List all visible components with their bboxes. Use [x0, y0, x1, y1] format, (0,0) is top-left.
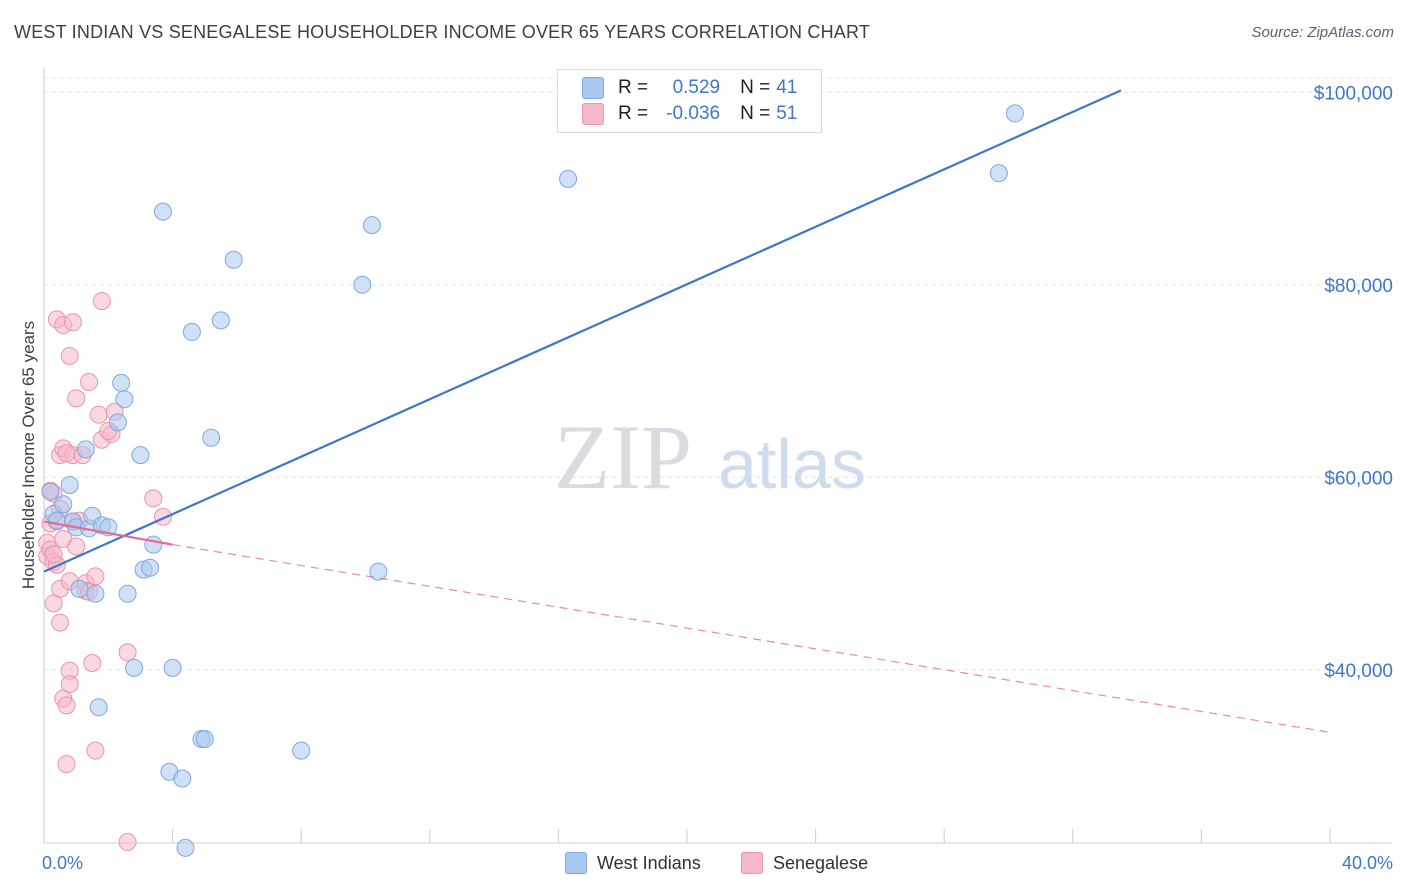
- senegalese-point: [67, 389, 86, 408]
- west-indians-point: [41, 482, 60, 501]
- west-indians-point: [559, 169, 578, 188]
- legend-swatch-senegalese: [582, 103, 604, 125]
- senegalese-point: [63, 313, 82, 332]
- legend-row-west-indians: R = 0.529 N = 41: [582, 76, 797, 100]
- west-indians-point: [108, 413, 127, 432]
- legend-n-value: 51: [776, 103, 798, 124]
- senegalese-point: [51, 613, 70, 632]
- series-label-west-indians: West Indians: [597, 852, 701, 873]
- legend-n-value: 41: [776, 77, 798, 98]
- legend-r-label: R =: [618, 103, 649, 124]
- senegalese-point: [89, 405, 108, 424]
- west-indians-point: [118, 584, 137, 603]
- series-swatch-senegalese: [741, 852, 763, 874]
- west-indians-point: [76, 440, 95, 459]
- senegalese-point: [57, 696, 76, 715]
- x-tick-label: 40.0%: [1342, 853, 1393, 873]
- watermark: ZIP atlas: [554, 406, 866, 508]
- senegalese-point: [67, 537, 86, 556]
- west-indians-point: [144, 535, 163, 554]
- source-label: Source: ZipAtlas.com: [1251, 24, 1394, 41]
- legend-r-value: -0.036: [666, 103, 721, 124]
- senegalese-point: [60, 675, 79, 694]
- y-axis-label: Householder Income Over 65 years: [19, 321, 38, 589]
- west-indians-point: [60, 475, 79, 494]
- watermark-atlas: atlas: [718, 425, 866, 503]
- west-indians-point: [115, 390, 134, 409]
- west-indians-point: [292, 741, 311, 760]
- chart-title: WEST INDIAN VS SENEGALESE HOUSEHOLDER IN…: [14, 22, 871, 42]
- grid-lines: [44, 77, 1392, 671]
- west-indians-point: [163, 658, 182, 677]
- legend-r-value: 0.529: [672, 77, 721, 98]
- west-indians-point: [176, 838, 195, 857]
- west-indians-point: [353, 275, 372, 294]
- senegalese-point: [86, 567, 105, 586]
- data-points: [38, 104, 1024, 857]
- legend-row-senegalese: R = -0.036 N = 51: [582, 102, 797, 126]
- west-indians-point: [70, 579, 89, 598]
- west-indians-point: [989, 164, 1008, 183]
- west-indians-point: [131, 446, 150, 465]
- west-indians-point: [153, 202, 172, 221]
- senegalese-point: [57, 444, 76, 463]
- west-indians-point: [211, 311, 230, 330]
- senegalese-point: [83, 654, 102, 673]
- senegalese-point: [92, 292, 111, 311]
- series-swatch-west-indians: [565, 852, 587, 874]
- senegalese-trend-line: [43, 520, 173, 546]
- y-tick-label: $60,000: [1324, 468, 1393, 489]
- west-indians-trend-line: [43, 89, 1122, 573]
- senegalese-point: [118, 643, 137, 662]
- west-indians-point: [369, 562, 388, 581]
- legend-r-label: R =: [618, 77, 649, 98]
- west-indians-point: [195, 730, 214, 749]
- west-indians-point: [141, 558, 160, 577]
- west-indians-point: [182, 322, 201, 341]
- west-indians-point: [125, 658, 144, 677]
- west-indians-point: [54, 495, 73, 514]
- west-indians-point: [86, 584, 105, 603]
- series-label-senegalese: Senegalese: [773, 852, 869, 873]
- senegalese-point: [144, 489, 163, 508]
- west-indians-point: [362, 216, 381, 235]
- west-indians-point: [173, 769, 192, 788]
- correlation-legend: R = 0.529 N = 41 R = -0.036 N = 51: [557, 69, 822, 133]
- west-indians-point: [47, 511, 66, 530]
- series-legend: West Indians Senegalese: [0, 852, 1406, 878]
- y-tick-label: $80,000: [1324, 276, 1393, 297]
- senegalese-point: [57, 755, 76, 774]
- west-indians-point: [112, 373, 131, 392]
- y-tick-label: $100,000: [1314, 83, 1393, 104]
- west-indians-point: [89, 698, 108, 717]
- west-indians-point: [224, 250, 243, 269]
- x-tick-label: 0.0%: [42, 853, 83, 873]
- senegalese-point: [80, 372, 99, 391]
- west-indians-point: [1005, 104, 1024, 123]
- senegalese-point: [86, 741, 105, 760]
- y-tick-label: $40,000: [1324, 661, 1393, 682]
- legend-n-label: N =: [740, 77, 771, 98]
- senegalese-point: [118, 833, 137, 852]
- senegalese-point: [60, 346, 79, 365]
- series-legend-senegalese[interactable]: Senegalese: [741, 852, 868, 874]
- legend-swatch-west-indians: [582, 77, 604, 99]
- axes: $40,000 $60,000 $80,000 $100,000 0.0% 40.0%: [42, 68, 1393, 873]
- watermark-zip: ZIP: [554, 406, 692, 508]
- senegalese-trend-dashed: [172, 544, 1331, 733]
- trend-lines: [43, 89, 1331, 733]
- west-indians-point: [202, 428, 221, 447]
- series-legend-west-indians[interactable]: West Indians: [565, 852, 701, 874]
- legend-n-label: N =: [740, 103, 771, 124]
- senegalese-point: [44, 545, 63, 564]
